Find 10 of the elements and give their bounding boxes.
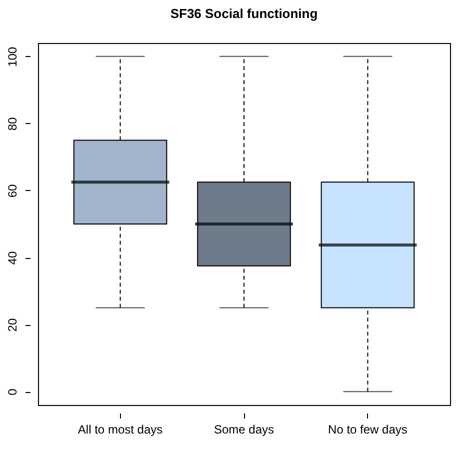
y-tick-label: 40 <box>6 251 20 265</box>
y-tick-label: 20 <box>6 318 20 332</box>
y-tick-label: 60 <box>6 184 20 198</box>
x-tick-label: All to most days <box>78 422 163 436</box>
x-tick-label: No to few days <box>328 422 408 436</box>
x-tick-label: Some days <box>214 422 274 436</box>
chart-title: SF36 Social functioning <box>170 6 318 21</box>
y-tick-label: 80 <box>6 116 20 131</box>
y-tick-label: 0 <box>6 388 20 396</box>
y-tick-label: 100 <box>6 46 20 67</box>
